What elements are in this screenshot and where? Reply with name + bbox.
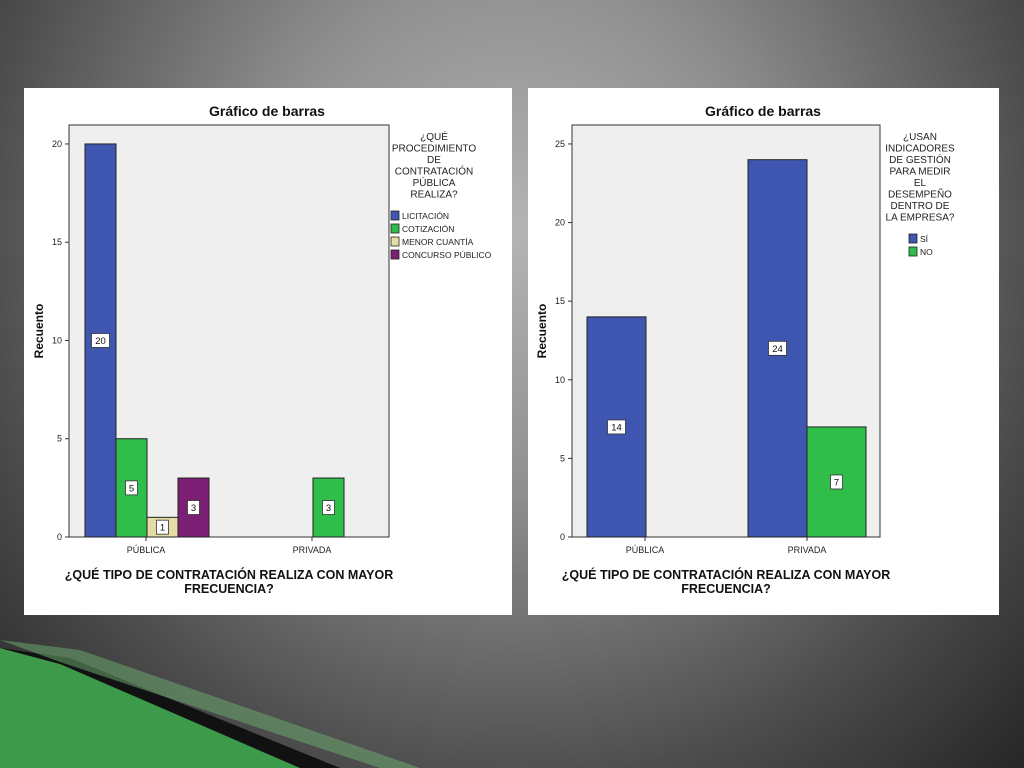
x-tick-label: PRIVADA <box>788 545 827 555</box>
chart-procedimiento-contratacion: Gráfico de barras05101520RecuentoPÚBLICA… <box>32 103 492 596</box>
legend-title: ¿USAN <box>903 132 937 143</box>
x-axis-title: ¿QUÉ TIPO DE CONTRATACIÓN REALIZA CON MA… <box>562 567 890 582</box>
y-tick-label: 5 <box>57 434 62 444</box>
legend-title: LA EMPRESA? <box>886 213 955 224</box>
legend-title: PÚBLICA <box>413 176 456 189</box>
y-tick-label: 10 <box>555 375 565 385</box>
x-tick-label: PÚBLICA <box>626 545 665 555</box>
chart-indicadores-gestion: Gráfico de barras 0 5 10 15 20 25 Recuento PÚBLI… <box>535 103 955 596</box>
legend-item: SÍ <box>920 234 929 244</box>
legend-title: REALIZA? <box>410 190 458 201</box>
data-label-box <box>830 474 843 490</box>
y-axis-label: Recuento <box>535 304 549 359</box>
chart-panel-left: Gráfico de barras 0 5 10 15 20 Recuento PÚBLICA… <box>24 88 512 615</box>
legend-title: PROCEDIMIENTO <box>392 144 476 155</box>
legend-swatch <box>390 210 400 221</box>
legend-item: MENOR CUANTÍA <box>402 237 474 247</box>
x-tick-label: PÚBLICA <box>127 545 166 555</box>
bar <box>115 438 148 538</box>
legend-swatch <box>908 246 918 257</box>
legend-swatch <box>390 223 400 234</box>
data-label: 7 <box>834 477 839 488</box>
legend-title: EL <box>914 178 927 189</box>
data-label: 5 <box>129 483 134 494</box>
chart-title: Gráfico de barras <box>705 103 821 119</box>
light-stripe <box>0 640 420 768</box>
y-tick-label: 0 <box>560 532 565 542</box>
legend-item: NO <box>920 247 933 257</box>
y-tick-label: 20 <box>52 139 62 149</box>
y-tick-label: 10 <box>52 335 62 345</box>
data-label: 1 <box>160 523 165 534</box>
chart-title: Gráfico de barras <box>209 103 325 119</box>
data-label-box <box>156 519 169 535</box>
y-tick-label: 5 <box>560 453 565 463</box>
legend-title: PARA MEDIR <box>890 167 951 178</box>
y-axis-label: Recuento <box>32 304 46 359</box>
legend-title: DESEMPEÑO <box>888 188 952 201</box>
chart-panel-right: Gráfico de barras 0 5 10 15 20 25 Recuento PÚBLI… <box>528 88 999 615</box>
legend-item: COTIZACIÓN <box>402 224 454 234</box>
data-label: 14 <box>611 422 622 433</box>
data-label: 20 <box>95 336 106 347</box>
data-label-box <box>322 500 335 515</box>
legend-item: CONCURSO PÚBLICO <box>402 250 492 260</box>
data-label-box <box>125 480 138 496</box>
x-axis-title: ¿QUÉ TIPO DE CONTRATACIÓN REALIZA CON MA… <box>65 567 393 582</box>
legend-swatch <box>908 233 918 244</box>
legend-title: DE GESTIÓN <box>889 153 951 166</box>
data-label-box <box>607 419 626 435</box>
y-tick-label: 0 <box>57 532 62 542</box>
legend-title: CONTRATACIÓN <box>395 165 474 178</box>
legend-swatch <box>390 236 400 247</box>
data-label-box <box>187 500 200 515</box>
y-tick-label: 15 <box>52 237 62 247</box>
legend-item: LICITACIÓN <box>402 211 449 221</box>
y-tick-label: 25 <box>555 139 565 149</box>
legend-title: DE <box>427 155 441 166</box>
legend-title: DENTRO DE <box>891 201 950 212</box>
data-label-box <box>768 340 787 356</box>
x-tick-label: PRIVADA <box>293 545 332 555</box>
data-label: 3 <box>191 503 196 514</box>
y-tick-label: 15 <box>555 296 565 306</box>
data-label: 3 <box>326 503 331 514</box>
y-tick-label: 20 <box>555 218 565 228</box>
dark-stripe <box>0 648 340 768</box>
slide-corner-decoration <box>0 640 420 768</box>
legend-swatch <box>390 249 400 260</box>
legend-title: ¿QUÉ <box>420 130 448 143</box>
data-label: 24 <box>772 344 783 355</box>
x-axis-title: FRECUENCIA? <box>681 582 771 596</box>
x-axis-title: FRECUENCIA? <box>184 582 274 596</box>
data-label-box <box>91 333 110 348</box>
legend-title: INDICADORES <box>885 144 955 155</box>
